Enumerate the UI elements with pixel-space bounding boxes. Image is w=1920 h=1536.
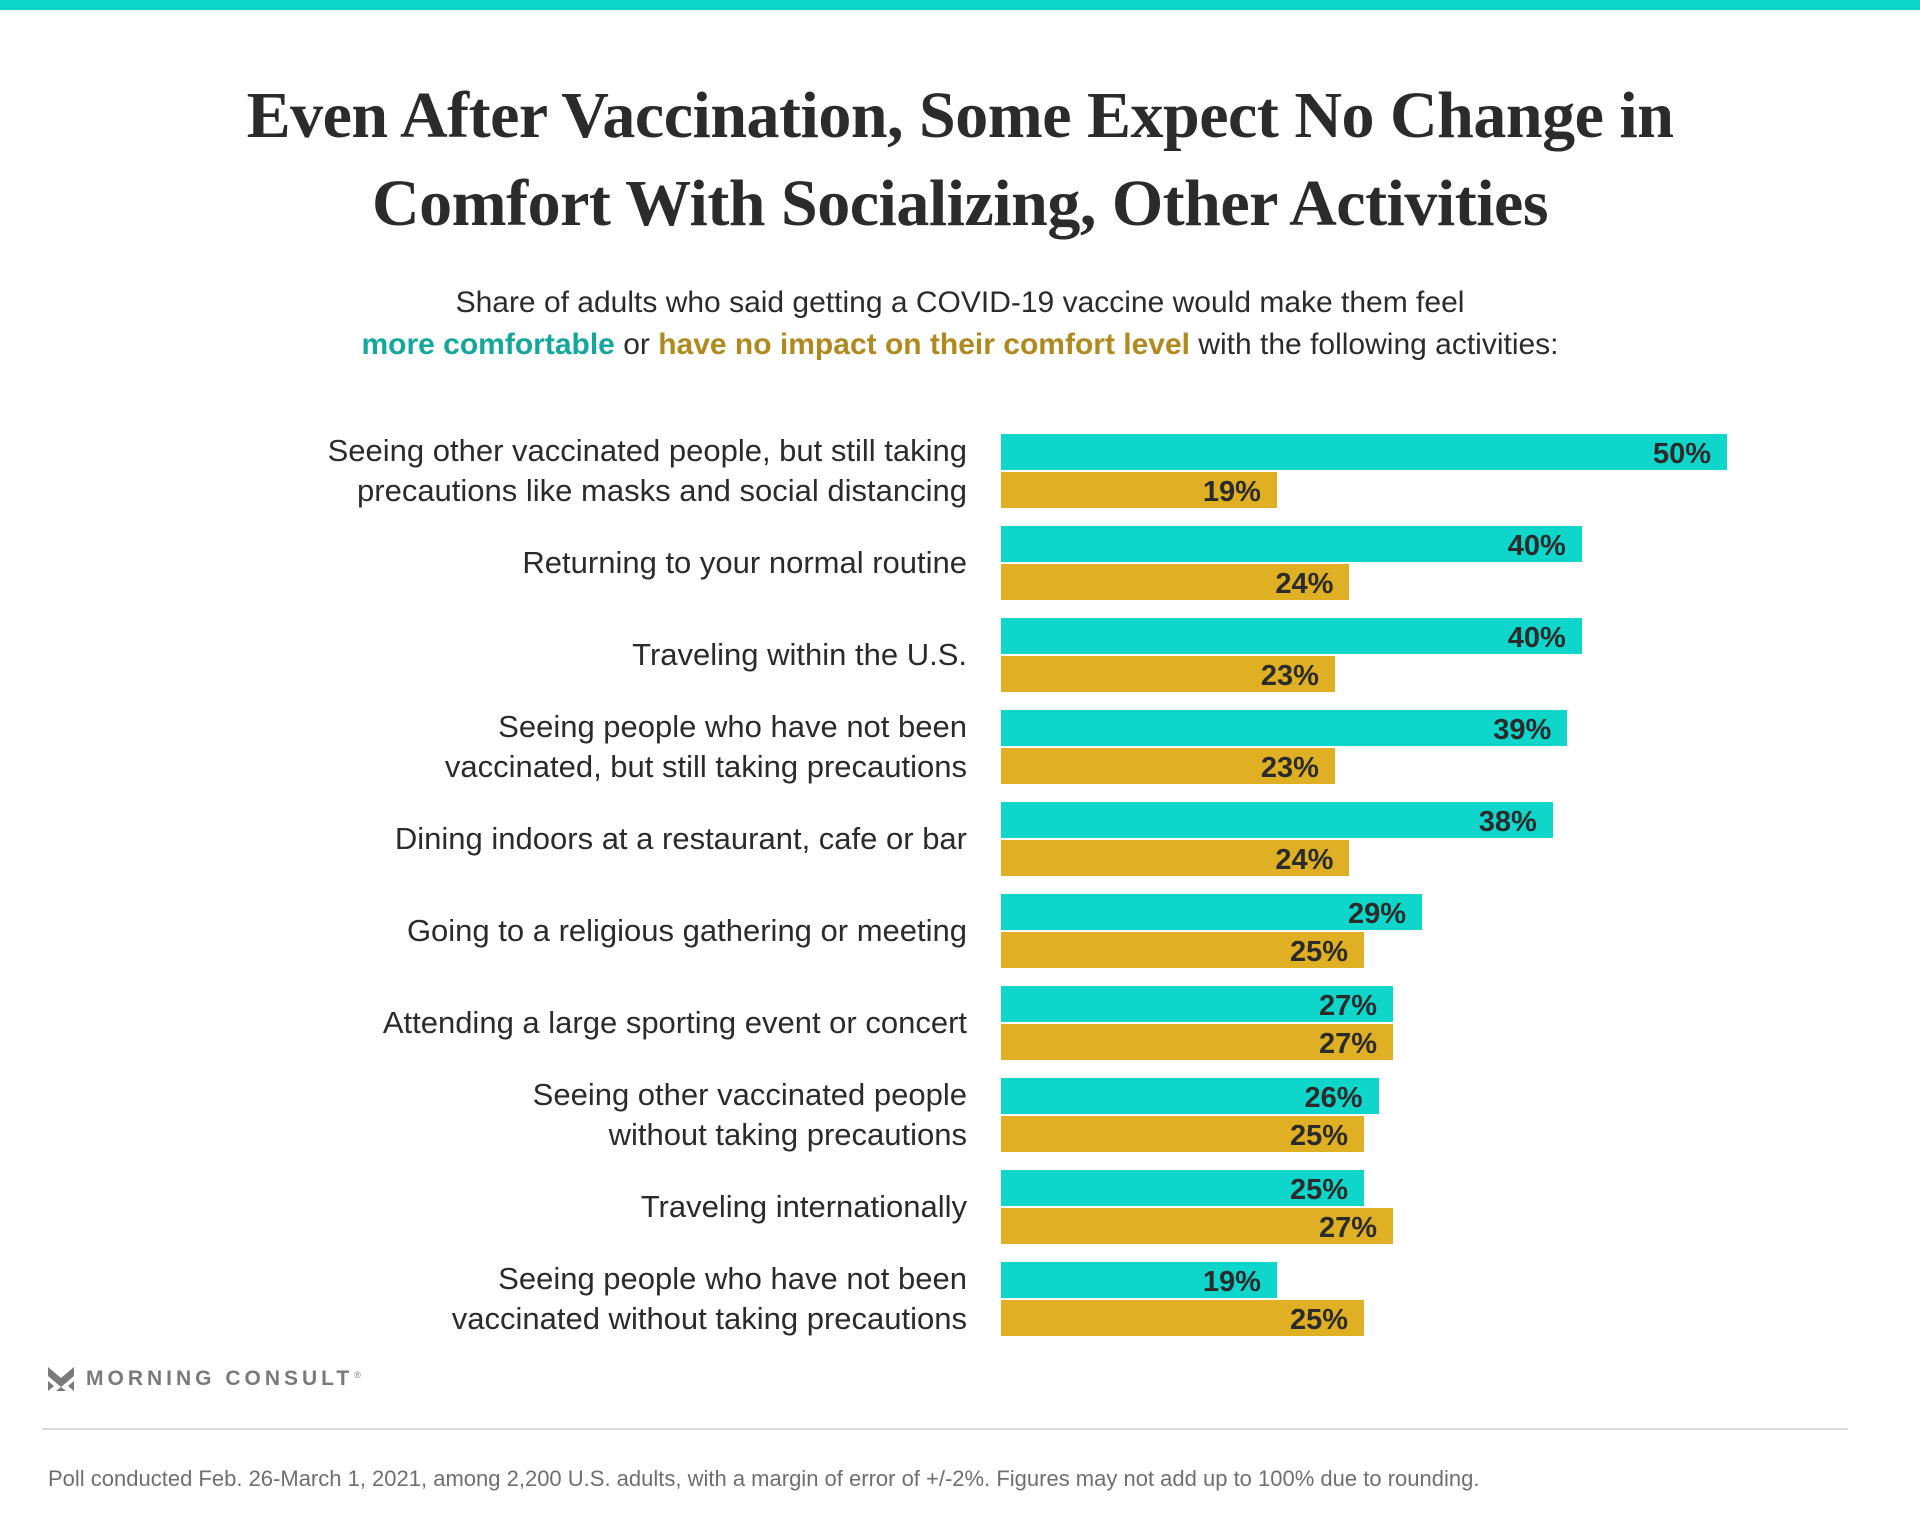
category-label: Seeing other vaccinated people, but stil… <box>207 431 967 511</box>
chart-subtitle: Share of adults who said getting a COVID… <box>0 282 1920 366</box>
logo-text: MORNING CONSULT <box>86 1367 354 1390</box>
data-label-more-comfortable: 39% <box>1493 714 1552 746</box>
title-line-1: Even After Vaccination, Some Expect No C… <box>246 79 1674 152</box>
bar-more-comfortable: 29% <box>1001 894 1423 930</box>
category-label-line: Seeing people who have not been <box>498 1261 967 1296</box>
bar-more-comfortable: 50% <box>1001 434 1727 470</box>
data-label-no-impact: 27% <box>1318 1212 1378 1244</box>
category-label-line: Traveling internationally <box>640 1189 967 1224</box>
morning-consult-logo: MORNING CONSULT ® <box>48 1367 361 1391</box>
bar-no-impact: 25% <box>1001 932 1364 968</box>
data-label-more-comfortable: 26% <box>1304 1082 1363 1114</box>
data-label-no-impact: 24% <box>1275 844 1334 876</box>
category-label-line: Attending a large sporting event or conc… <box>382 1005 967 1040</box>
subtitle-or: or <box>614 328 659 361</box>
data-label-no-impact: 27% <box>1318 1028 1378 1060</box>
registered-mark: ® <box>354 1370 361 1380</box>
category-label: Returning to your normal routine <box>207 543 967 583</box>
bar-more-comfortable: 25% <box>1001 1170 1364 1206</box>
footer-divider <box>42 1428 1848 1430</box>
data-label-no-impact: 24% <box>1275 568 1334 600</box>
category-label-line: Seeing other vaccinated people <box>532 1077 967 1112</box>
bar-more-comfortable: 38% <box>1001 802 1553 838</box>
bar-no-impact: 24% <box>1001 840 1350 876</box>
category-label-line: Dining indoors at a restaurant, cafe or … <box>394 821 967 856</box>
data-label-no-impact: 23% <box>1260 752 1319 784</box>
bar-no-impact: 23% <box>1001 748 1335 784</box>
category-label: Seeing other vaccinated people without ta… <box>207 1075 967 1155</box>
category-label-line: Traveling within the U.S. <box>632 637 967 672</box>
subtitle-line-2: more comfortable or have no impact on th… <box>0 324 1920 366</box>
data-label-more-comfortable: 25% <box>1289 1174 1348 1206</box>
data-label-no-impact: 23% <box>1260 660 1319 692</box>
footnote: Poll conducted Feb. 26-March 1, 2021, am… <box>48 1466 1480 1491</box>
category-label: Attending a large sporting event or conc… <box>207 1003 967 1043</box>
category-label: Seeing people who have not been vaccinate… <box>207 707 967 787</box>
data-label-more-comfortable: 38% <box>1478 806 1537 838</box>
category-label-line: Seeing other vaccinated people, but stil… <box>327 433 967 468</box>
data-label-no-impact: 25% <box>1289 1120 1348 1152</box>
category-label-line: vaccinated, but still taking precautions <box>444 749 967 784</box>
data-label-no-impact: 25% <box>1289 1304 1348 1336</box>
category-label: Traveling within the U.S. <box>207 635 967 675</box>
data-label-more-comfortable: 40% <box>1507 622 1566 654</box>
subtitle-rest: with the following activities: <box>1190 328 1559 361</box>
morning-consult-chevron-icon <box>48 1367 74 1391</box>
category-label-line: Returning to your normal routine <box>522 545 967 580</box>
category-label-line: Going to a religious gathering or meetin… <box>406 913 967 948</box>
bar-no-impact: 25% <box>1001 1116 1364 1152</box>
bar-more-comfortable: 27% <box>1001 986 1394 1022</box>
bar-no-impact: 27% <box>1001 1024 1394 1060</box>
top-accent-bar <box>0 0 1920 10</box>
bar-more-comfortable: 26% <box>1001 1078 1379 1114</box>
category-label-line: precautions like masks and social distan… <box>357 473 967 508</box>
data-label-no-impact: 19% <box>1202 476 1261 508</box>
data-label-no-impact: 25% <box>1289 936 1348 968</box>
bar-more-comfortable: 39% <box>1001 710 1568 746</box>
bar-more-comfortable: 19% <box>1001 1262 1277 1298</box>
category-label: Going to a religious gathering or meetin… <box>207 911 967 951</box>
bar-no-impact: 27% <box>1001 1208 1394 1244</box>
subtitle-line-1: Share of adults who said getting a COVID… <box>455 286 1465 319</box>
bar-more-comfortable: 40% <box>1001 618 1582 654</box>
category-label-line: Seeing people who have not been <box>498 709 967 744</box>
category-label: Traveling internationally <box>207 1187 967 1227</box>
chart-title: Even After Vaccination, Some Expect No C… <box>0 72 1920 248</box>
data-label-more-comfortable: 27% <box>1318 990 1378 1022</box>
bar-more-comfortable: 40% <box>1001 526 1582 562</box>
category-label-line: without taking precautions <box>608 1117 967 1152</box>
data-label-more-comfortable: 19% <box>1202 1266 1261 1298</box>
category-label: Dining indoors at a restaurant, cafe or … <box>207 819 967 859</box>
data-label-more-comfortable: 40% <box>1507 530 1566 562</box>
data-label-more-comfortable: 50% <box>1652 438 1711 470</box>
title-line-2: Comfort With Socializing, Other Activiti… <box>371 167 1549 240</box>
bar-no-impact: 23% <box>1001 656 1335 692</box>
data-label-more-comfortable: 29% <box>1348 898 1407 930</box>
bar-no-impact: 24% <box>1001 564 1350 600</box>
legend-more-comfortable: more comfortable <box>361 328 615 361</box>
bar-no-impact: 25% <box>1001 1300 1364 1336</box>
category-label: Seeing people who have not been vaccinate… <box>207 1259 967 1339</box>
legend-no-impact: have no impact on their comfort level <box>658 328 1191 361</box>
category-label-line: vaccinated without taking precautions <box>451 1301 967 1336</box>
bar-no-impact: 19% <box>1001 472 1277 508</box>
